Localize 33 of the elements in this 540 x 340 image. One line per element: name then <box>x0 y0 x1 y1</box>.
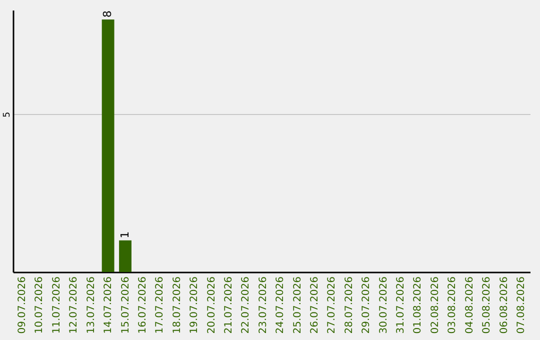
x-tick-label: 22.07.2026 <box>240 276 252 334</box>
data-label: 1 <box>118 231 132 238</box>
x-tick-label: 11.07.2026 <box>51 276 62 334</box>
x-tick-label: 28.07.2026 <box>344 276 355 334</box>
x-tick-label: 13.07.2026 <box>86 276 97 334</box>
x-tick-label: 16.07.2026 <box>137 276 148 334</box>
x-tick-label: 17.07.2026 <box>154 276 166 334</box>
x-tick-label: 30.07.2026 <box>378 276 390 334</box>
data-label: 8 <box>101 10 114 18</box>
x-tick-label: 12.07.2026 <box>68 276 80 334</box>
x-tick-label: 07.08.2026 <box>516 276 527 334</box>
x-tick-label: 19.07.2026 <box>189 276 200 334</box>
x-tick-label: 29.07.2026 <box>361 276 372 334</box>
x-tick-label: 24.07.2026 <box>275 276 286 334</box>
x-tick-label: 05.08.2026 <box>482 276 493 334</box>
x-tick-label: 27.07.2026 <box>326 276 338 334</box>
x-tick-label: 18.07.2026 <box>172 276 183 334</box>
x-tick-label: 14.07.2026 <box>103 276 114 334</box>
x-tick-label: 01.08.2026 <box>412 276 424 334</box>
x-tick-label: 31.07.2026 <box>396 276 407 334</box>
x-tick-label: 04.08.2026 <box>464 276 476 334</box>
x-tick-label: 20.07.2026 <box>206 276 218 334</box>
x-tick-label: 03.08.2026 <box>447 276 458 334</box>
x-tick-label: 06.08.2026 <box>498 276 510 334</box>
x-tick-label: 26.07.2026 <box>310 276 321 334</box>
x-tick-label: 02.08.2026 <box>430 276 441 334</box>
x-tick-label: 09.07.2026 <box>17 276 28 334</box>
x-tick-label: 23.07.2026 <box>258 276 269 334</box>
x-tick-label: 15.07.2026 <box>120 276 132 334</box>
y-tick-label: 5 <box>2 112 12 118</box>
x-tick-label: 10.07.2026 <box>34 276 46 334</box>
x-tick-label: 25.07.2026 <box>292 276 304 334</box>
x-tick-label: 21.07.2026 <box>223 276 234 334</box>
